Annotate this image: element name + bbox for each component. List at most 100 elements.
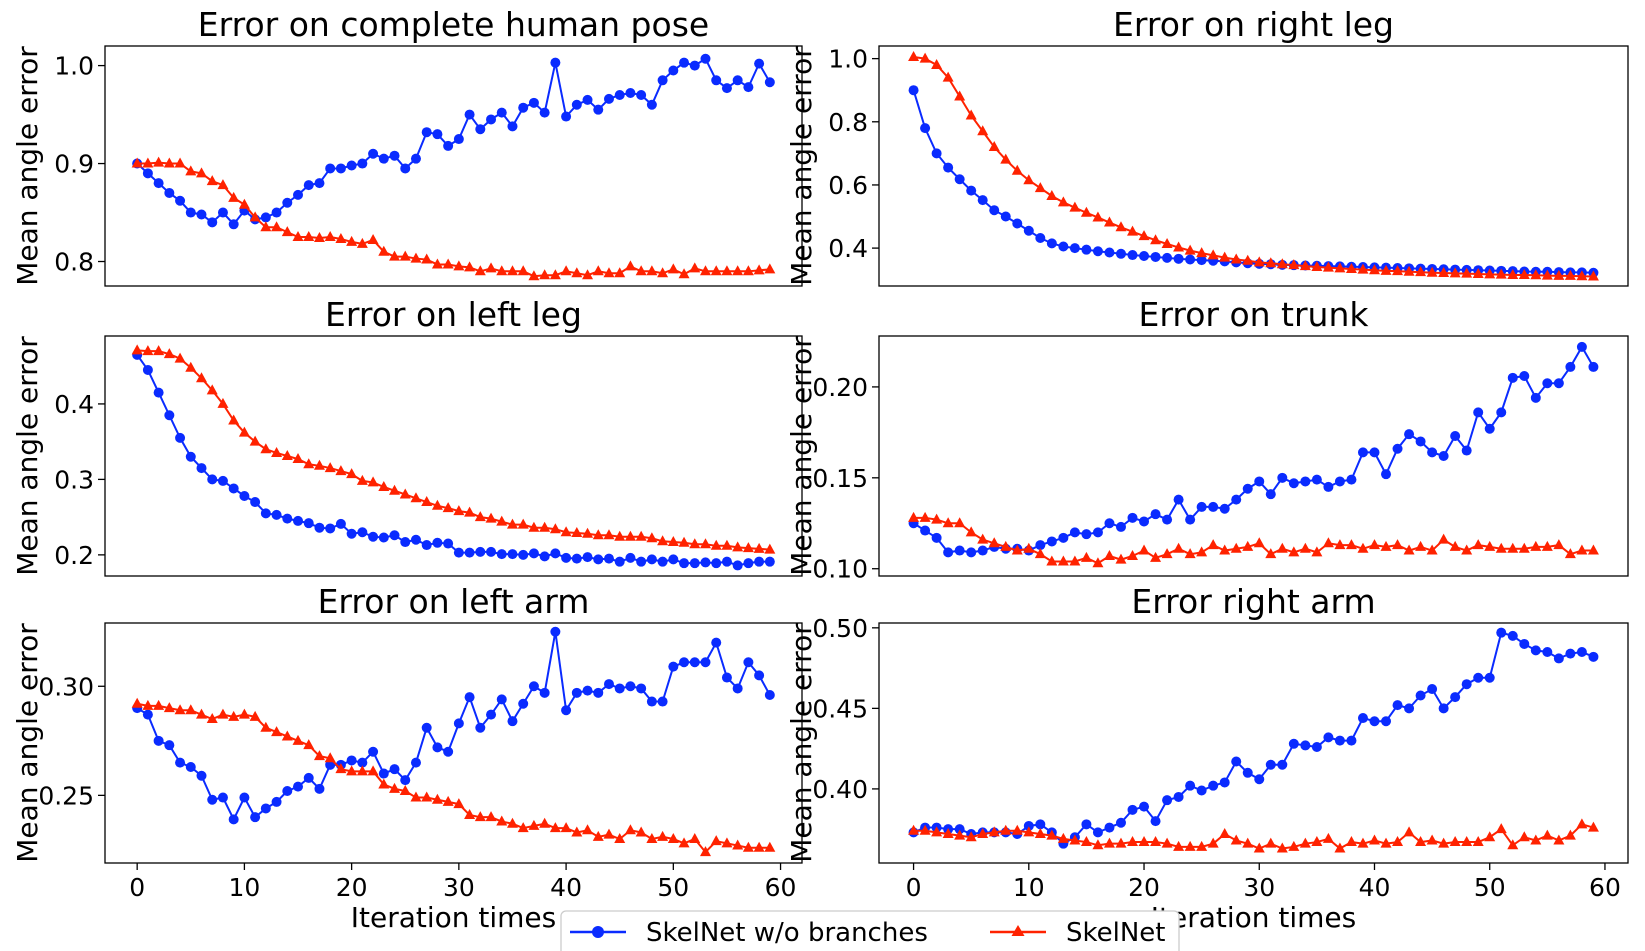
data-point (175, 432, 186, 443)
data-point (561, 705, 572, 716)
data-point (443, 140, 454, 151)
data-point (942, 517, 954, 528)
data-point (943, 547, 954, 558)
panel-title: Error on complete human pose (198, 5, 709, 44)
data-point (475, 722, 486, 733)
x-tick-label: 20 (336, 873, 368, 902)
series-skelnet (908, 51, 1599, 281)
y-tick-label: 0.9 (54, 150, 94, 179)
data-point (131, 697, 143, 708)
data-point (217, 179, 229, 190)
data-point (1404, 703, 1415, 714)
data-point (153, 699, 165, 710)
series-skelnet (908, 511, 1599, 568)
data-point (582, 552, 593, 563)
data-point (1322, 261, 1334, 272)
data-point (1357, 713, 1368, 724)
data-point (1450, 431, 1461, 441)
data-point (1368, 539, 1380, 550)
data-point (965, 109, 977, 120)
data-point (238, 198, 250, 209)
data-point (668, 554, 679, 565)
data-point (1518, 831, 1530, 842)
data-point (965, 526, 977, 537)
data-point (356, 474, 368, 485)
data-point (271, 207, 282, 218)
series-line (137, 349, 770, 551)
data-point (368, 148, 379, 159)
data-point (550, 548, 561, 559)
y-tick-label: 0.30 (38, 672, 94, 701)
data-point (206, 384, 218, 395)
data-point (238, 708, 250, 719)
y-tick-label: 0.45 (812, 694, 868, 723)
data-point (571, 553, 582, 564)
data-point (1138, 836, 1150, 847)
data-point (282, 197, 293, 208)
data-point (303, 180, 314, 191)
data-point (742, 265, 754, 276)
data-point (721, 837, 733, 848)
plot-frame (878, 622, 1629, 864)
data-point (1254, 476, 1265, 487)
data-point (1369, 447, 1380, 458)
data-point (1023, 225, 1034, 236)
data-point (764, 556, 775, 567)
data-point (614, 833, 626, 843)
data-point (667, 833, 679, 843)
data-point (1196, 546, 1208, 557)
data-point (485, 811, 497, 822)
data-point (592, 529, 604, 540)
data-point (614, 267, 626, 278)
data-point (367, 233, 379, 244)
data-point (1495, 268, 1507, 279)
data-point (142, 157, 154, 168)
data-point (700, 657, 711, 668)
panel-right-leg: Error on right leg Mean angle error 0.4 0.6… (785, 5, 1629, 287)
data-point (1541, 540, 1553, 551)
data-point (1438, 533, 1450, 544)
data-point (228, 710, 240, 721)
data-point (603, 679, 614, 690)
data-point (475, 546, 486, 557)
data-point (1162, 514, 1173, 525)
data-point (1496, 407, 1507, 418)
data-point (1150, 836, 1162, 847)
data-point (603, 93, 614, 104)
data-point (614, 89, 625, 100)
data-point (207, 474, 218, 485)
data-point (1427, 447, 1438, 458)
data-point (1161, 238, 1173, 248)
series-skelnet-wo-branches (908, 341, 1599, 558)
data-point (1207, 249, 1219, 260)
data-point (646, 532, 658, 543)
data-point (764, 77, 775, 88)
data-point (303, 739, 315, 750)
data-point (931, 148, 942, 159)
data-point (1507, 630, 1518, 641)
data-point (1138, 544, 1150, 555)
data-point (1011, 164, 1023, 175)
data-point (1576, 646, 1587, 657)
data-point (636, 683, 647, 694)
y-tick-label: 0.40 (812, 775, 868, 804)
data-point (1496, 627, 1507, 638)
data-point (1000, 211, 1011, 222)
data-point (196, 372, 208, 383)
data-point (561, 111, 572, 122)
data-point (1299, 260, 1311, 271)
data-point (646, 265, 658, 276)
data-point (410, 492, 422, 503)
data-point (954, 545, 965, 556)
data-point (1415, 436, 1426, 447)
data-point (679, 558, 690, 569)
data-point (153, 178, 164, 189)
data-point (919, 511, 931, 522)
data-point (410, 153, 421, 164)
data-point (378, 480, 390, 491)
data-point (1392, 700, 1403, 711)
series-line (136, 702, 770, 854)
data-point (1507, 372, 1518, 383)
data-point (1299, 837, 1311, 848)
data-point (549, 523, 561, 534)
